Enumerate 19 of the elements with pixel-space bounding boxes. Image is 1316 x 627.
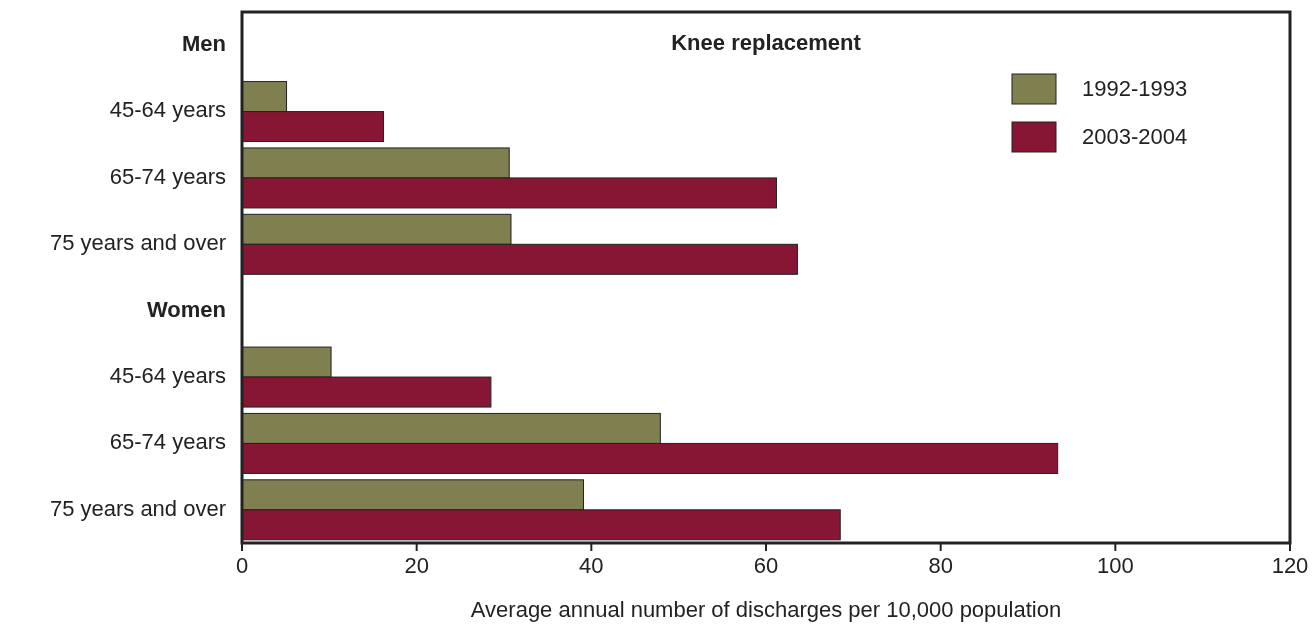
y-tick-label: 75 years and over xyxy=(49,230,226,256)
x-tick-label: 120 xyxy=(1271,553,1309,578)
y-tick-label: 45-64 years xyxy=(109,97,226,123)
legend-label: 1992-1993 xyxy=(1082,75,1188,101)
y-tick-label: 65-74 years xyxy=(109,429,226,455)
x-tick-label: 0 xyxy=(235,553,249,578)
x-tick-label: 40 xyxy=(579,553,604,578)
x-tick-label: 20 xyxy=(404,553,429,578)
y-tick-label: Men xyxy=(182,31,226,56)
y-tick-label: 45-64 years xyxy=(109,362,226,388)
x-tick-label: 80 xyxy=(928,553,953,578)
y-tick-label: 65-74 years xyxy=(109,163,226,189)
y-tick-label: 75 years and over xyxy=(49,495,226,521)
x-axis-title: Average annual number of discharges per 10,000 population xyxy=(470,597,1062,622)
text: Knee replacement xyxy=(671,30,862,55)
x-tick-label: 100 xyxy=(1096,553,1134,578)
x-tick-label: 60 xyxy=(753,553,779,578)
legend-label: 2003-2004 xyxy=(1082,123,1188,149)
y-tick-label: Women xyxy=(146,296,226,322)
